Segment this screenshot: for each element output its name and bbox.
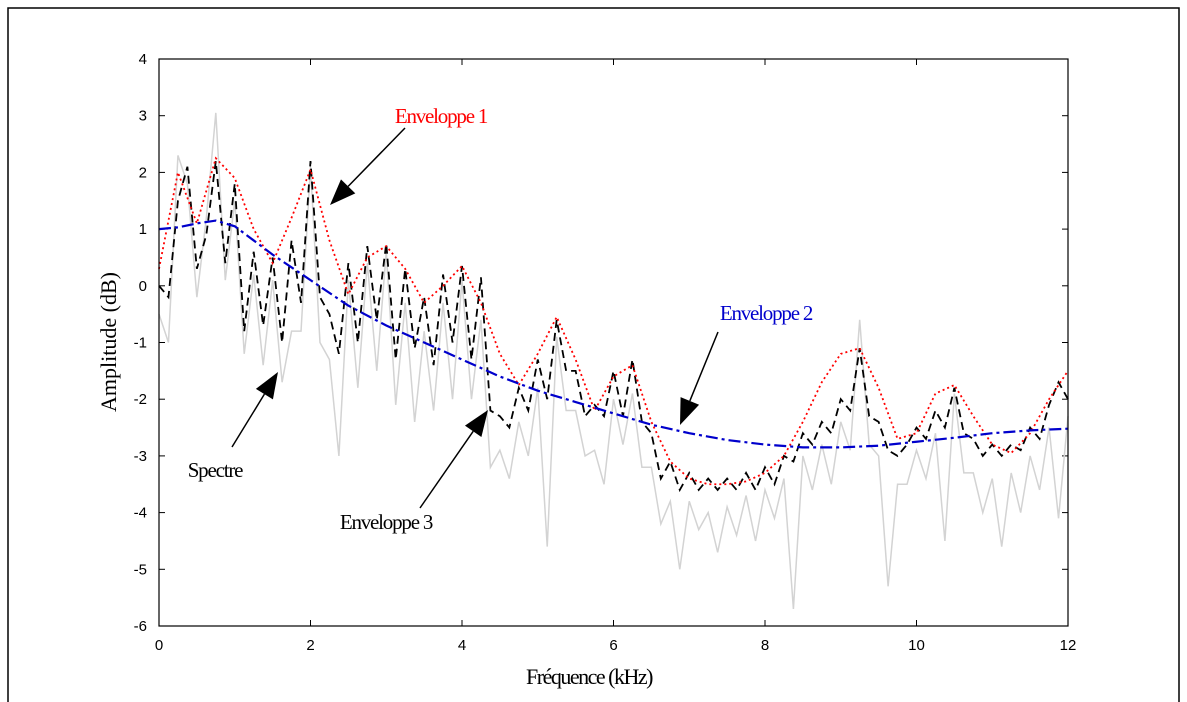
y-tick-label: -1 [134,335,147,352]
series-label: Enveloppe 2 [720,301,813,325]
x-tick-label: 2 [306,637,314,654]
arrow-shaft [231,393,266,448]
series-label: Enveloppe 1 [395,104,488,128]
y-tick-label: 0 [139,278,147,295]
series-label: Spectre [188,458,243,482]
series-line [158,156,1069,486]
x-tick-label: 10 [908,637,925,654]
arrow-shaft [347,127,406,187]
arrow-shaft [419,430,474,509]
y-tick-label: -5 [134,561,147,578]
series-label: Enveloppe 3 [340,510,433,534]
y-tick-label: 1 [139,221,147,238]
y-axis-label: Amplitude (dB) [96,272,121,412]
series-line [158,219,1069,449]
y-tick-label: 2 [139,164,147,181]
series-line [158,160,1069,493]
plot-border [158,58,1069,627]
x-tick-label: 4 [458,637,466,654]
x-tick-label: 12 [1060,637,1077,654]
x-axis-label: Fréquence (kHz) [526,664,653,689]
series-line [158,112,1069,610]
y-tick-label: 3 [139,108,147,125]
y-tick-label: -3 [134,448,147,465]
y-tick-label: -6 [134,618,147,635]
frame [7,7,1180,702]
arrow-shaft [689,331,719,402]
x-tick-label: 8 [761,637,769,654]
arrow-head [680,397,700,425]
arrow-head [464,410,488,438]
arrow-head [255,372,278,400]
x-tick-label: 0 [155,637,163,654]
arrow-head [330,179,356,205]
y-tick-label: 4 [139,51,147,68]
y-tick-label: -2 [134,391,147,408]
x-tick-label: 6 [609,637,617,654]
y-tick-label: -4 [134,505,147,522]
